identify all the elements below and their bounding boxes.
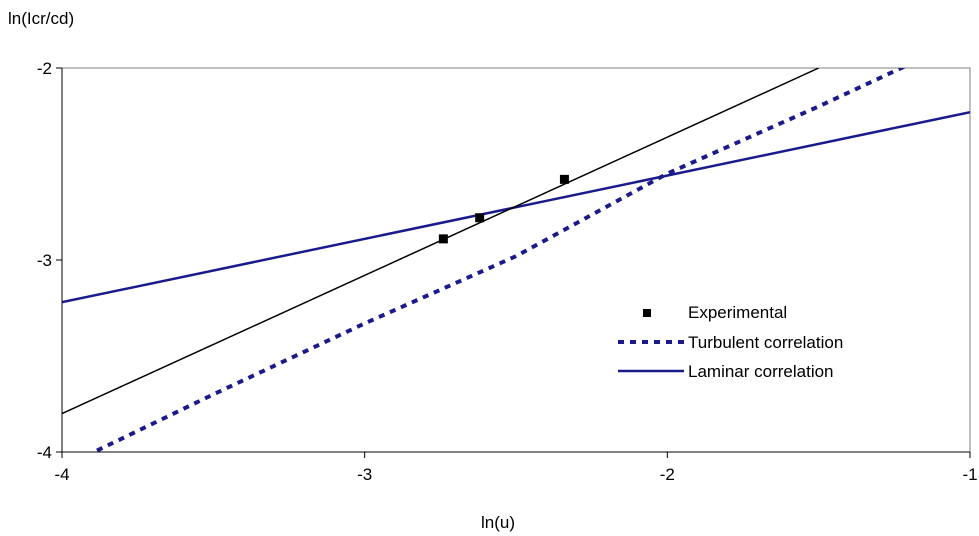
x-axis: -4 -3 -2 -1 <box>54 451 978 484</box>
y-tick-label: -2 <box>37 59 52 78</box>
legend-label-turbulent: Turbulent correlation <box>688 333 843 352</box>
series-layer <box>62 68 970 452</box>
x-tick-label: -2 <box>660 465 675 484</box>
laminar-correlation-line <box>62 110 970 304</box>
y-tick-label: -4 <box>37 443 52 462</box>
y-axis-title: ln(Icr/cd) <box>8 9 74 28</box>
legend-label-experimental: Experimental <box>688 303 787 322</box>
legend-label-laminar: Laminar correlation <box>688 362 834 381</box>
experimental-point <box>475 213 485 223</box>
x-tick-label: -3 <box>357 465 372 484</box>
x-tick-label: -1 <box>962 465 977 484</box>
experimental-point <box>438 234 448 244</box>
y-tick-label: -3 <box>37 251 52 270</box>
legend: Experimental Turbulent correlation Lamin… <box>618 303 843 381</box>
x-tick-label: -4 <box>54 465 69 484</box>
marker-layer <box>438 174 569 244</box>
turbulent-correlation-line <box>89 68 907 452</box>
y-axis: -4 -3 -2 <box>37 59 63 462</box>
plot-area <box>61 67 971 453</box>
x-axis-title: ln(u) <box>481 513 515 532</box>
legend-marker-experimental <box>643 309 651 317</box>
experimental-point <box>559 174 569 184</box>
